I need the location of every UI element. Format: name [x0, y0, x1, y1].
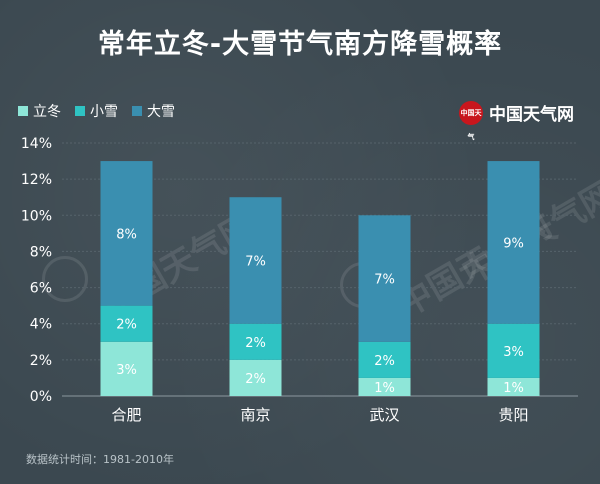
y-tick-label: 2% — [30, 353, 52, 369]
legend-item-daxue: 大雪 — [132, 101, 175, 121]
logo-text: 中国天气网 — [489, 105, 574, 125]
x-tick-label: 贵阳 — [498, 406, 528, 424]
y-tick-label: 6% — [30, 281, 52, 297]
data-label: 7% — [245, 254, 266, 269]
legend-swatch-daxue — [132, 106, 142, 116]
data-period-note: 数据统计时间：1981-2010年 — [26, 453, 174, 466]
legend-label-xiaoxue: 小雪 — [90, 104, 118, 120]
chart-title: 常年立冬-大雪节气南方降雪概率 — [97, 29, 503, 60]
legend-item-xiaoxue: 小雪 — [75, 101, 118, 121]
y-tick-label: 4% — [30, 317, 52, 333]
legend-label-lidong: 立冬 — [33, 104, 61, 120]
bar-segment — [229, 359, 282, 396]
legend: 立冬 小雪 大雪 — [18, 101, 175, 121]
data-label: 3% — [503, 345, 524, 360]
bar-segment — [100, 341, 153, 396]
legend-item-lidong: 立冬 — [18, 101, 61, 121]
bar-segment — [487, 377, 540, 396]
brand-logo: 中国天气 中国天气网 — [459, 100, 574, 141]
data-label: 2% — [245, 372, 266, 387]
bar-segment — [100, 161, 153, 306]
y-tick-label: 8% — [30, 244, 52, 260]
legend-swatch-xiaoxue — [75, 106, 85, 116]
legend-swatch-lidong — [18, 106, 28, 116]
y-tick-label: 14% — [21, 136, 52, 152]
bar-segment — [358, 341, 411, 378]
bar-segment — [100, 305, 153, 342]
data-label: 3% — [116, 363, 137, 378]
y-tick-label: 10% — [21, 208, 52, 224]
data-label: 8% — [116, 227, 137, 242]
data-label: 2% — [245, 336, 266, 351]
legend-label-daxue: 大雪 — [147, 104, 175, 120]
x-tick-label: 合肥 — [111, 406, 141, 424]
y-tick-label: 0% — [30, 389, 52, 405]
x-tick-label: 武汉 — [369, 406, 399, 424]
y-tick-label: 12% — [21, 172, 52, 188]
data-label: 2% — [116, 318, 137, 333]
data-label: 2% — [374, 354, 395, 369]
data-label: 1% — [503, 381, 524, 396]
data-label: 9% — [503, 236, 524, 251]
bar-segment — [487, 161, 540, 324]
data-label: 1% — [374, 381, 395, 396]
data-label: 7% — [374, 273, 395, 288]
bar-segment — [229, 323, 282, 360]
bar-segment — [487, 323, 540, 378]
logo-seal-icon: 中国天气 — [459, 100, 483, 141]
bar-segment — [229, 197, 282, 324]
bar-segment — [358, 215, 411, 342]
watermark-seal-left — [42, 256, 88, 302]
bar-segment — [358, 377, 411, 396]
x-tick-label: 南京 — [240, 406, 270, 424]
